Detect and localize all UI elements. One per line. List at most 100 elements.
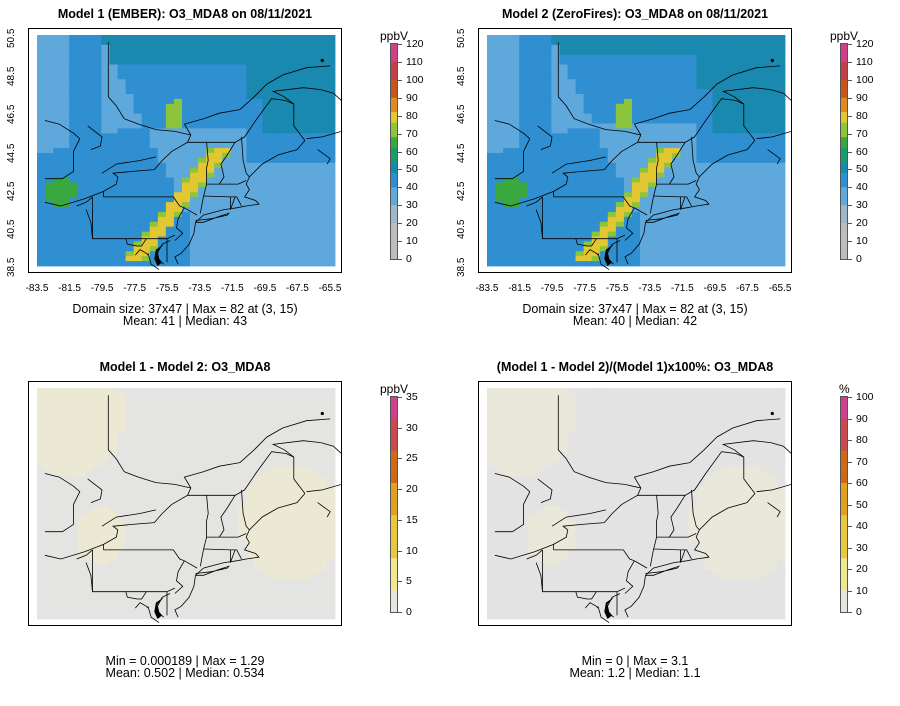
colorbar-tick-mark	[398, 205, 402, 207]
lat-tick-label: 38.5	[456, 257, 467, 277]
colorbar-tick-label: 80	[406, 109, 418, 122]
colorbar-tick-label: 10	[856, 584, 868, 597]
lat-tick-label: 40.5	[6, 219, 17, 239]
lon-tick-label: -65.5	[318, 283, 342, 294]
colorbar-tick-label: 15	[406, 513, 418, 526]
colorbar-tick-mark	[398, 115, 402, 117]
colorbar-tick-label: 0	[856, 253, 862, 265]
colorbar-tick-mark	[398, 397, 402, 398]
colorbar-tick-label: 35	[406, 391, 418, 403]
lon-tick-label: -65.5	[768, 283, 792, 294]
lat-tick-label: 44.5	[6, 143, 17, 163]
colorbar-unit-label: ppbV	[380, 382, 409, 396]
colorbar-tick-label: 40	[856, 520, 868, 532]
colorbar-tick-label: 20	[856, 217, 868, 230]
colorbar-tick-mark	[398, 519, 402, 521]
colorbar-tick-mark	[398, 79, 402, 81]
colorbar-tick-mark	[848, 418, 852, 420]
concentration-grid	[487, 35, 791, 270]
colorbar-unit-label: ppbV	[380, 29, 409, 43]
stats-line-1: Min = 0 | Max = 3.1	[581, 654, 689, 668]
colorbar-tick-label: 40	[406, 181, 418, 194]
lon-tick-label: -77.5	[573, 283, 597, 294]
colorbar-tick-label: 50	[406, 163, 418, 176]
colorbar-tick-mark	[848, 440, 852, 441]
colorbar-tick-mark	[848, 187, 852, 189]
colorbar-tick-mark	[848, 169, 852, 171]
colorbar-tick-mark	[398, 223, 402, 225]
stats-line-2: Mean: 1.2 | Median: 1.1	[569, 666, 701, 680]
colorbar-tick-label: 60	[856, 477, 868, 489]
colorbar-tick-mark	[398, 97, 402, 99]
colorbar-tick-mark	[398, 427, 402, 429]
lat-tick-label: 46.5	[456, 104, 467, 125]
panel-title: Model 1 (EMBER): O3_MDA8 on 08/11/2021	[57, 7, 313, 21]
colorbar-tick-mark	[848, 223, 852, 225]
state-boundaries	[44, 42, 341, 270]
colorbar-tick-label: 25	[406, 452, 418, 465]
colorbar-tick-label: 10	[406, 235, 418, 248]
stats-line-2: Mean: 0.502 | Median: 0.534	[105, 666, 265, 680]
colorbar-tick-mark	[398, 44, 402, 45]
colorbar-tick-label: 60	[406, 145, 418, 158]
lon-tick-label: -73.5	[638, 283, 662, 294]
colorbar-tick-mark	[398, 612, 402, 613]
concentration-grid	[487, 388, 791, 623]
colorbar-tick-label: 80	[856, 109, 868, 122]
colorbar-tick-label: 0	[406, 253, 412, 265]
colorbar	[840, 396, 848, 613]
colorbar-tick-mark	[848, 590, 852, 592]
colorbar-tick-mark	[848, 61, 852, 63]
colorbar-tick-label: 20	[856, 563, 868, 575]
colorbar-tick-label: 10	[406, 544, 418, 557]
colorbar-tick-mark	[848, 569, 852, 570]
colorbar-tick-label: 10	[856, 235, 868, 248]
map-plot-area	[28, 381, 342, 626]
colorbar	[390, 396, 398, 613]
map-plot-area	[478, 381, 792, 626]
state-boundaries	[494, 395, 791, 623]
lon-tick-label: -77.5	[123, 283, 147, 294]
lon-tick-label: -79.5	[540, 283, 564, 294]
colorbar-tick-mark	[848, 612, 852, 613]
colorbar-tick-mark	[398, 458, 402, 460]
colorbar-tick-mark	[848, 397, 852, 398]
colorbar-tick-mark	[398, 489, 402, 491]
map-plot-area	[28, 28, 342, 273]
colorbar-tick-label: 70	[406, 127, 418, 140]
colorbar-tick-label: 20	[406, 217, 418, 230]
lon-tick-label: -69.5	[703, 283, 727, 294]
concentration-grid	[37, 388, 341, 623]
map-plot-area	[478, 28, 792, 273]
colorbar-tick-label: 0	[406, 606, 412, 618]
colorbar-tick-label: 120	[406, 38, 424, 50]
colorbar-tick-label: 50	[856, 498, 868, 511]
state-boundaries	[44, 395, 341, 623]
colorbar-tick-mark	[848, 205, 852, 207]
colorbar-tick-label: 50	[856, 163, 868, 176]
lat-tick-label: 50.5	[456, 28, 467, 48]
colorbar-tick-mark	[398, 187, 402, 189]
panel-title: Model 1 - Model 2: O3_MDA8	[99, 360, 271, 374]
colorbar-tick-label: 70	[856, 455, 868, 468]
colorbar-tick-label: 90	[856, 91, 868, 104]
concentration-grid	[37, 35, 341, 270]
stats-line-1: Min = 0.000189 | Max = 1.29	[105, 654, 265, 668]
colorbar-tick-mark	[398, 581, 402, 583]
colorbar-tick-label: 30	[406, 199, 418, 212]
lon-tick-label: -73.5	[188, 283, 212, 294]
lon-tick-label: -81.5	[508, 283, 531, 294]
colorbar-unit-label: %	[839, 382, 850, 396]
colorbar-tick-label: 120	[856, 38, 874, 50]
colorbar-tick-mark	[398, 169, 402, 171]
colorbar-tick-mark	[848, 115, 852, 117]
lat-tick-label: 48.5	[456, 66, 467, 87]
lon-tick-label: -81.5	[58, 283, 81, 294]
colorbar-tick-mark	[398, 151, 402, 153]
colorbar-tick-label: 110	[856, 55, 873, 68]
lon-tick-label: -83.5	[25, 283, 49, 294]
colorbar-tick-label: 100	[856, 73, 874, 86]
colorbar-tick-mark	[398, 241, 402, 243]
panel-title: Model 2 (ZeroFires): O3_MDA8 on 08/11/20…	[501, 7, 769, 21]
colorbar-tick-label: 30	[406, 421, 418, 434]
